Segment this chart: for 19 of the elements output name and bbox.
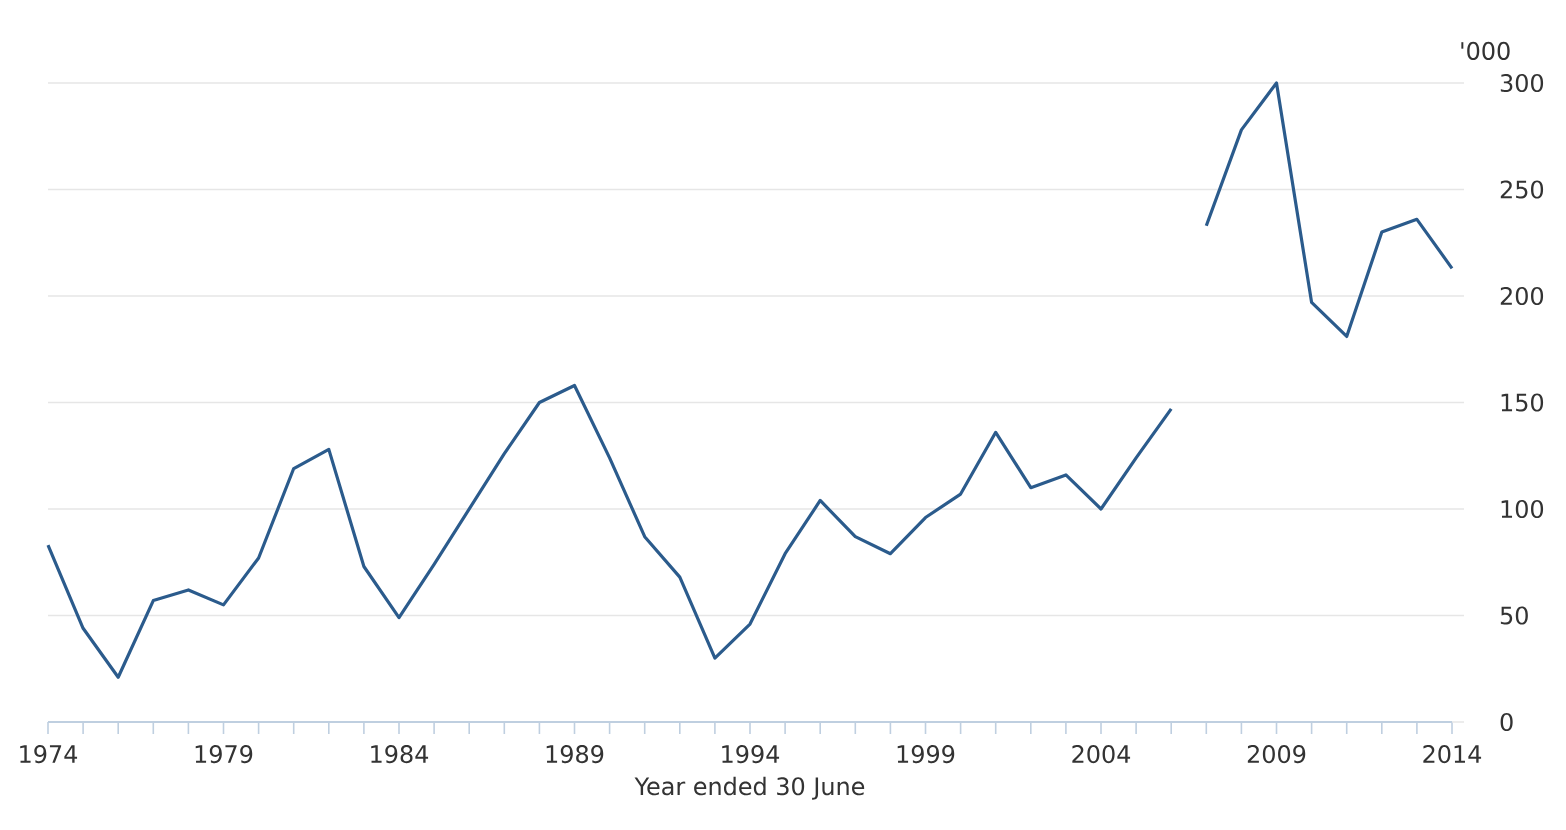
x-tick-label: 1989 — [546, 745, 604, 764]
x-axis-title: Year ended 30 June — [634, 776, 865, 800]
y-tick-label: 100 — [1501, 499, 1544, 519]
x-tick-label: 1994 — [722, 745, 780, 764]
line-series — [1204, 81, 1454, 339]
y-tick-label: 250 — [1500, 180, 1544, 199]
x-tick-label: 2009 — [1247, 745, 1306, 764]
x-tick-label: 1999 — [897, 745, 955, 764]
y-tick-label: 150 — [1501, 393, 1544, 412]
y-axis-title: '000 — [1461, 41, 1510, 60]
x-tick-label: 1984 — [371, 745, 429, 764]
x-tick-label: 1979 — [195, 745, 253, 764]
y-tick-label: 0 — [1500, 712, 1513, 732]
x-tick-label: 2004 — [1072, 745, 1131, 764]
y-tick-label: 300 — [1500, 73, 1544, 93]
y-tick-label: 50 — [1500, 606, 1528, 625]
x-tick-label: 1974 — [20, 745, 78, 764]
x-tick-label: 2014 — [1423, 745, 1482, 764]
y-tick-label: 200 — [1500, 286, 1544, 306]
